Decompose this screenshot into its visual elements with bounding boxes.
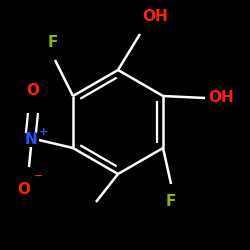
- Text: −: −: [34, 171, 43, 181]
- Text: O: O: [26, 83, 40, 98]
- Text: +: +: [39, 127, 48, 137]
- Text: OH: OH: [142, 9, 168, 24]
- Text: O: O: [18, 182, 30, 197]
- Text: N: N: [24, 132, 37, 148]
- Text: OH: OH: [208, 90, 234, 106]
- Text: F: F: [166, 194, 176, 209]
- Text: F: F: [48, 35, 58, 50]
